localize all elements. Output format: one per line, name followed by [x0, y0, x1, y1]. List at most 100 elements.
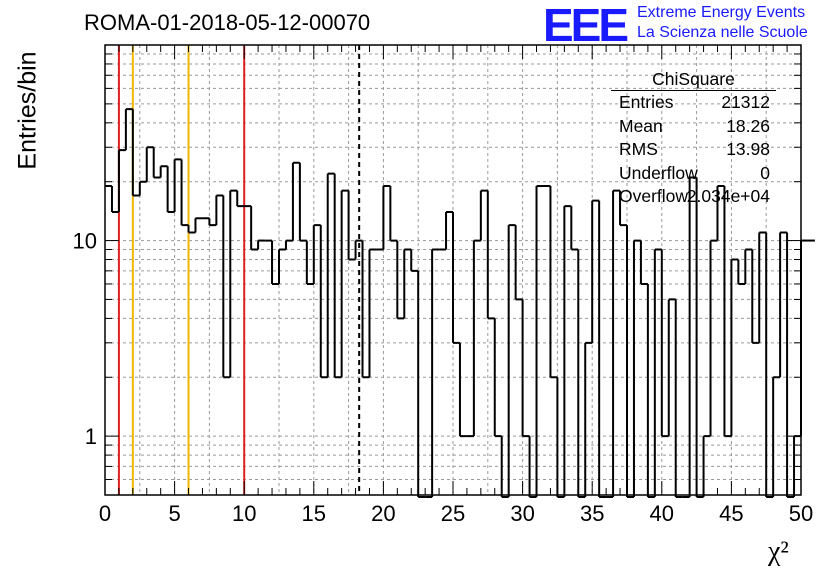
histogram-bin	[647, 249, 656, 498]
stats-row-entries: Entries 21312	[611, 91, 776, 115]
logo-caption: Extreme Energy Events La Scienza nelle S…	[637, 3, 808, 43]
histogram-bin	[411, 269, 420, 497]
histogram-bin	[752, 232, 761, 344]
histogram-bin	[613, 189, 622, 226]
stats-key: Underflow	[619, 162, 698, 183]
histogram-bin	[466, 240, 475, 438]
histogram-bin	[209, 195, 218, 227]
histogram-bin	[780, 231, 789, 497]
histogram-bin	[202, 217, 211, 226]
histogram-bin	[334, 190, 343, 379]
histogram-bin	[668, 298, 677, 497]
histogram-bin	[111, 150, 120, 213]
histogram-bin	[313, 224, 322, 378]
histogram-bin	[703, 240, 712, 438]
histogram-bin	[446, 210, 454, 343]
stats-title: ChiSquare	[611, 69, 776, 91]
histogram-bin	[251, 240, 260, 251]
histogram-bin	[355, 239, 364, 378]
histogram-bin	[550, 376, 559, 497]
histogram-bin	[766, 377, 775, 498]
stats-value: 21312	[721, 92, 770, 112]
histogram-bin	[522, 435, 531, 497]
histogram-bin	[682, 177, 691, 498]
stats-key: Entries	[619, 92, 674, 112]
histogram-bin	[571, 248, 580, 497]
eee-logo: EEE	[543, 0, 629, 51]
x-tick-label: 40	[650, 501, 674, 526]
histogram-bin	[285, 162, 294, 242]
histogram-bin	[661, 299, 670, 438]
histogram-bin	[223, 190, 232, 379]
histogram-bin	[272, 249, 280, 285]
y-tick-label: 10	[73, 229, 97, 254]
histogram-bin	[425, 249, 434, 498]
histogram-bin	[383, 185, 392, 241]
histogram-bin	[515, 298, 524, 437]
stats-key: Overflow	[619, 186, 689, 206]
histogram-bin	[633, 239, 642, 284]
stats-value: 0	[760, 162, 770, 183]
histogram-bin	[578, 342, 587, 498]
stats-row-underflow: Underflow 0	[611, 162, 776, 186]
histogram-bin	[105, 185, 113, 212]
y-tick-label: 1	[85, 424, 97, 449]
histogram-bin	[160, 165, 169, 212]
stats-key: Mean	[619, 115, 663, 136]
histogram-bin	[341, 189, 350, 260]
histogram-bin	[696, 436, 705, 498]
histogram-bin	[710, 186, 719, 242]
histogram-bin	[592, 199, 601, 497]
histogram-bin	[794, 240, 802, 438]
histogram-bin	[320, 173, 329, 379]
histogram-bin	[348, 240, 357, 261]
histogram-bin	[717, 185, 726, 437]
stats-value: 2.034e+04	[686, 186, 770, 206]
histogram-bin	[132, 181, 141, 197]
stats-row-rms: RMS 13.98	[611, 138, 776, 162]
histogram-bin	[362, 249, 371, 379]
histogram-bin	[153, 166, 162, 179]
histogram-bin	[327, 172, 336, 378]
histogram-bin	[244, 205, 253, 250]
histogram-bin	[292, 161, 301, 241]
histogram-bin	[494, 435, 503, 497]
histogram-bin	[543, 185, 552, 378]
histogram-bin	[759, 231, 768, 497]
histogram-bin	[654, 248, 663, 437]
x-tick-label: 5	[168, 501, 180, 526]
stats-value: 18.26	[726, 115, 770, 136]
stats-key: RMS	[619, 139, 658, 159]
histogram-bin	[174, 158, 183, 226]
histogram-bin	[508, 224, 517, 300]
histogram-bin	[376, 186, 385, 251]
stats-row-overflow: Overflow 2.034e+04	[611, 185, 776, 209]
histogram-bin	[738, 249, 747, 285]
histogram-bin	[480, 189, 489, 319]
histogram-bin	[279, 240, 287, 251]
x-tick-label: 10	[232, 501, 256, 526]
stats-value: 13.98	[726, 139, 770, 159]
histogram-bin	[453, 341, 461, 437]
logo-line-1: Extreme Energy Events	[637, 4, 806, 21]
x-tick-label: 15	[302, 501, 326, 526]
x-tick-label: 0	[99, 501, 111, 526]
histogram-bin	[439, 211, 448, 251]
histogram-bin	[731, 258, 740, 284]
histogram-bin	[299, 239, 308, 284]
histogram-bin	[390, 239, 399, 319]
chart-title: ROMA-01-2018-05-12-00070	[84, 10, 371, 35]
histogram-bin	[118, 109, 127, 152]
histogram-bin	[404, 248, 413, 271]
histogram-bin	[557, 206, 566, 498]
histogram-bin	[606, 190, 615, 498]
stats-row-mean: Mean 18.26	[611, 115, 776, 139]
histogram-bin	[265, 239, 274, 284]
histogram-bin	[745, 248, 754, 343]
histogram-bin	[564, 205, 573, 250]
histogram-bin	[306, 225, 315, 285]
histogram-bin	[188, 218, 197, 234]
histogram-bin	[487, 317, 496, 437]
histogram-bin	[620, 224, 628, 497]
